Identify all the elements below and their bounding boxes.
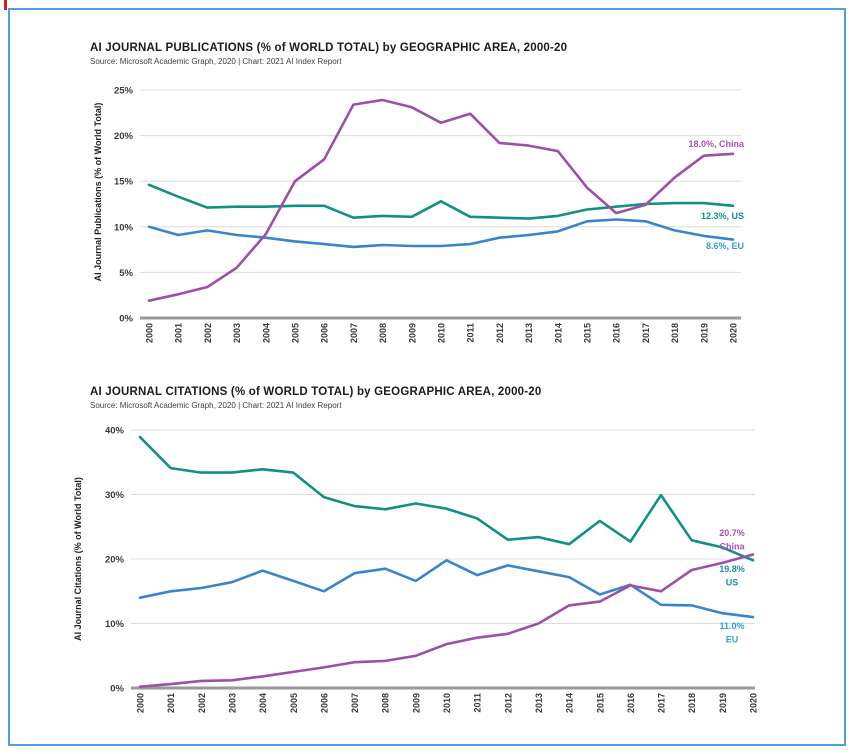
- citations-chart-title: AI JOURNAL CITATIONS (% of WORLD TOTAL) …: [90, 386, 542, 398]
- series-line-eu: [138, 559, 755, 619]
- publications-plot: 0% 5% 10% 15% 20% 25% 2000 2001 2002 2003 2004 2005…: [93, 86, 745, 344]
- citations-plot: 0% 10% 20% 30% 40% 2000 2001 2002 2003 2004 2005 20…: [73, 426, 759, 714]
- x-tick-label-2005: 2005: [291, 323, 301, 343]
- x-tick-label-2010: 2010: [437, 323, 447, 343]
- series-line-china: [138, 553, 755, 689]
- x-tick-label-2018: 2018: [687, 693, 697, 713]
- y-tick-label: 25%: [114, 86, 134, 97]
- series-line-eu: [147, 218, 735, 249]
- y-tick-label: 40%: [105, 426, 125, 437]
- x-tick-label-2003: 2003: [227, 693, 237, 713]
- x-tick-label-2013: 2013: [534, 693, 544, 713]
- x-tick-label-2009: 2009: [411, 693, 421, 713]
- x-tick-label-2013: 2013: [524, 323, 534, 343]
- corner-mark: [4, 0, 7, 10]
- x-tick-label-2006: 2006: [319, 693, 329, 713]
- publications-chart-source: Source: Microsoft Academic Graph, 2020 |…: [90, 57, 342, 66]
- x-tick-label-2011: 2011: [473, 693, 483, 713]
- x-tick-label-2004: 2004: [261, 323, 271, 343]
- x-tick-label-2012: 2012: [503, 693, 513, 713]
- x-tick-label-2000: 2000: [145, 323, 155, 343]
- y-axis-label: AI Journal Citations (% of World Total): [73, 477, 83, 641]
- x-tick-label-2002: 2002: [197, 693, 207, 713]
- x-tick-label-2001: 2001: [174, 323, 184, 343]
- x-tick-label-2019: 2019: [718, 693, 728, 713]
- x-tick-label-2005: 2005: [289, 693, 299, 713]
- y-tick-label: 0%: [119, 314, 133, 325]
- series-line-china: [147, 98, 735, 302]
- citations-chart-source: Source: Microsoft Academic Graph, 2020 |…: [90, 401, 342, 410]
- x-tick-label-2017: 2017: [641, 323, 651, 343]
- x-tick-label-2020: 2020: [729, 323, 739, 343]
- x-tick-label-2010: 2010: [442, 693, 452, 713]
- y-tick-label: 0%: [110, 684, 124, 695]
- x-tick-label-2001: 2001: [166, 693, 176, 713]
- series-end-label-eu: 11.0%: [719, 621, 744, 631]
- y-tick-label: 30%: [105, 490, 125, 501]
- y-tick-label: 15%: [114, 177, 134, 188]
- series-line-us: [147, 183, 735, 220]
- series-end-label-china: China: [719, 542, 745, 552]
- y-tick-label: 10%: [105, 619, 125, 630]
- series-end-label-china: 20.7%: [719, 528, 745, 538]
- x-tick-label-2015: 2015: [583, 323, 593, 343]
- series-end-label-eu: 8.6%, EU: [706, 241, 744, 251]
- series-end-label-china: 18.0%, China: [688, 139, 745, 149]
- x-tick-label-2016: 2016: [612, 323, 622, 343]
- x-tick-label-2008: 2008: [378, 323, 388, 343]
- y-tick-label: 20%: [105, 555, 125, 566]
- x-tick-label-2003: 2003: [232, 323, 242, 343]
- x-tick-label-2007: 2007: [350, 693, 360, 713]
- x-tick-label-2011: 2011: [466, 323, 476, 343]
- y-tick-label: 20%: [114, 131, 134, 142]
- series-end-label-us: 19.8%: [719, 564, 745, 574]
- x-tick-label-2002: 2002: [203, 323, 213, 343]
- x-tick-label-2009: 2009: [407, 323, 417, 343]
- series-line-us: [138, 435, 755, 562]
- x-tick-label-2007: 2007: [349, 323, 359, 343]
- publications-chart-title: AI JOURNAL PUBLICATIONS (% of WORLD TOTA…: [90, 42, 568, 54]
- x-tick-label-2018: 2018: [670, 323, 680, 343]
- x-tick-label-2012: 2012: [495, 323, 505, 343]
- y-tick-label: 5%: [119, 268, 133, 279]
- x-tick-label-2014: 2014: [553, 323, 563, 343]
- series-end-label-us: 12.3%, US: [701, 211, 744, 221]
- series-end-label-us: US: [726, 578, 739, 588]
- x-tick-label-2014: 2014: [565, 693, 575, 713]
- y-axis-label: AI Journal Publications (% of World Tota…: [93, 103, 103, 282]
- series-end-label-eu: EU: [726, 635, 739, 645]
- x-tick-label-2019: 2019: [699, 323, 709, 343]
- x-tick-label-2006: 2006: [320, 323, 330, 343]
- y-tick-label: 10%: [114, 222, 134, 233]
- x-tick-label-2015: 2015: [595, 693, 605, 713]
- x-tick-label-2000: 2000: [136, 693, 146, 713]
- x-tick-label-2008: 2008: [381, 693, 391, 713]
- x-tick-label-2020: 2020: [749, 693, 759, 713]
- x-tick-label-2016: 2016: [626, 693, 636, 713]
- x-tick-label-2017: 2017: [657, 693, 667, 713]
- x-tick-label-2004: 2004: [258, 693, 268, 713]
